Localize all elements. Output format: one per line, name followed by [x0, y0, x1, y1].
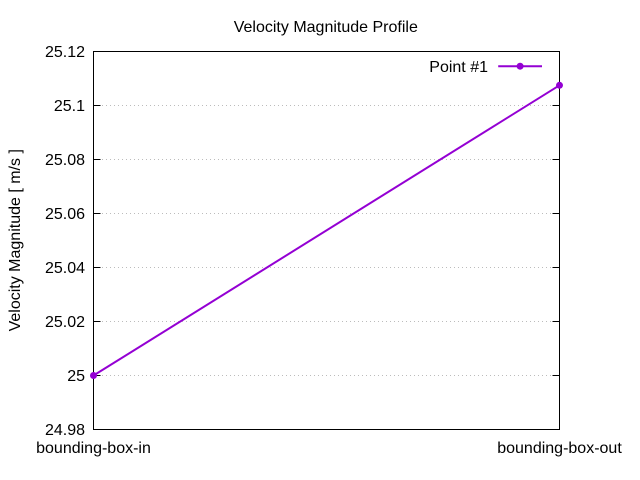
- svg-text:Velocity Magnitude [ m/s ]: Velocity Magnitude [ m/s ]: [7, 149, 24, 331]
- svg-text:24.98: 24.98: [45, 422, 85, 439]
- svg-text:25.02: 25.02: [45, 314, 85, 331]
- svg-text:25.12: 25.12: [45, 44, 85, 61]
- svg-text:25: 25: [67, 368, 85, 385]
- svg-text:bounding-box-in: bounding-box-in: [36, 440, 151, 457]
- svg-text:25.08: 25.08: [45, 152, 85, 169]
- svg-text:25.04: 25.04: [45, 260, 85, 277]
- svg-text:Point #1: Point #1: [429, 59, 488, 76]
- svg-text:Velocity Magnitude Profile: Velocity Magnitude Profile: [234, 19, 418, 36]
- svg-text:bounding-box-out: bounding-box-out: [497, 440, 622, 457]
- svg-text:25.06: 25.06: [45, 206, 85, 223]
- svg-text:25.1: 25.1: [54, 98, 85, 115]
